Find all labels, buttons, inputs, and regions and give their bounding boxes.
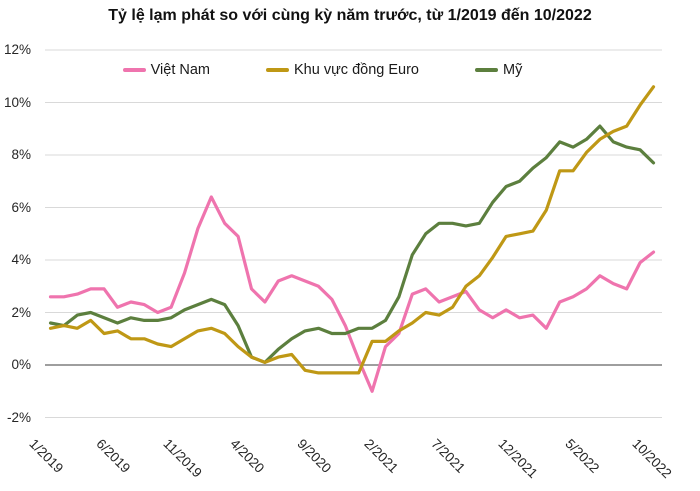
y-tick-label: 12% — [3, 42, 31, 57]
legend-item-euro: Khu vực đồng Euro — [266, 62, 419, 78]
y-tick-label: 0% — [11, 357, 31, 372]
y-tick-label: 6% — [11, 199, 31, 215]
series-line-us — [48, 124, 656, 364]
legend-label-euro: Khu vực đồng Euro — [294, 62, 419, 78]
legend-marker-us-icon — [475, 68, 498, 72]
legend-label-us: Mỹ — [503, 62, 523, 78]
series-line-vietnam — [48, 195, 656, 393]
chart-title: Tỷ lệ lạm phát so với cùng kỳ năm trước,… — [108, 7, 592, 24]
legend-label-vietnam: Việt Nam — [150, 62, 211, 78]
legend-item-vietnam: Việt Nam — [122, 62, 211, 78]
y-tick-label: 8% — [11, 147, 31, 162]
chart-legend: Việt Nam Khu vực đồng Euro Mỹ — [0, 62, 645, 78]
y-tick-label: 2% — [11, 304, 31, 320]
y-tick-label: 10% — [3, 94, 31, 110]
series-line-euro — [48, 85, 656, 375]
legend-marker-vietnam-icon — [122, 68, 146, 72]
legend-item-us: Mỹ — [475, 62, 522, 78]
y-tick-label: 4% — [11, 252, 31, 267]
y-tick-label: -2% — [6, 409, 31, 425]
legend-marker-euro-icon — [266, 68, 290, 72]
